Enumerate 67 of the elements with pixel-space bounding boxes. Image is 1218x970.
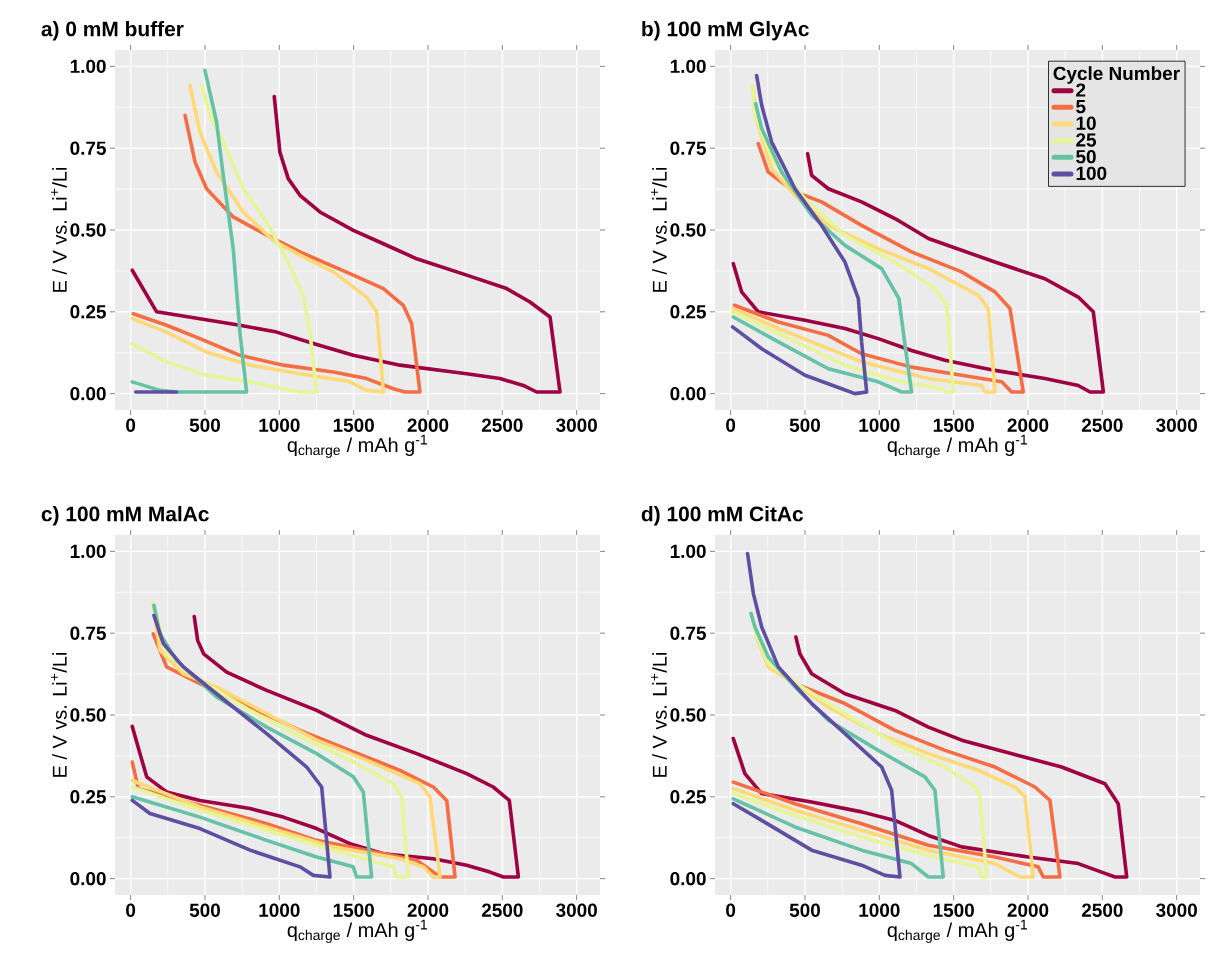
y-tick-label: 0.25 [70,305,106,319]
legend-label: 10 [1076,116,1096,130]
x-tick-label: 2500 [1081,418,1123,432]
x-axis-title: q$_{charge}$ / mAh g$^{-1}$ [887,919,1027,943]
y-tick-label: 0.00 [70,386,106,401]
x-tick-label: 3000 [1156,903,1197,917]
x-tick-label: 500 [189,418,220,432]
legend-label: 2 [1076,83,1086,97]
x-tick-label: 3000 [556,903,597,917]
y-tick-label: 1.00 [70,59,106,74]
x-tick-label: 1500 [333,903,374,917]
x-tick-label: 2500 [481,418,523,432]
x-tick-label: 0 [126,418,136,432]
x-tick-label: 0 [726,418,736,432]
x-tick-label: 2000 [1007,903,1049,917]
x-tick-label: 2500 [481,903,523,917]
y-tick-label: 0.75 [70,141,106,155]
x-tick-label: 3000 [556,418,597,432]
x-tick-label: 1000 [259,418,300,432]
x-tick-label: 2000 [407,418,449,432]
y-tick-label: 1.00 [670,59,706,74]
y-axis-title: E / V vs. Li$^{+}$/Li [51,167,67,292]
y-axis-title: E / V vs. Li$^{+}$/Li [651,167,667,292]
y-tick-label: 0.25 [670,790,706,804]
x-tick-label: 1500 [333,418,374,432]
y-tick-label: 0.50 [70,223,106,237]
legend-label: 5 [1076,100,1086,114]
x-tick-label: 500 [789,903,820,917]
y-axis-title: E / V vs. Li$^{+}$/Li [51,652,67,777]
x-tick-label: 1000 [859,903,900,917]
x-tick-label: 2500 [1081,903,1123,917]
y-tick-label: 0.50 [670,708,706,722]
chart-title: a) 0 mM buffer [41,20,184,41]
x-axis-title: q$_{charge}$ / mAh g$^{-1}$ [887,434,1027,458]
y-tick-label: 0.75 [670,626,706,640]
chart-title: c) 100 mM MalAc [41,506,209,526]
y-tick-label: 0.00 [670,871,706,886]
legend-label: 100 [1076,166,1107,181]
x-axis-title: q$_{charge}$ / mAh g$^{-1}$ [287,919,427,943]
chart-title: b) 100 mM GlyAc [642,20,809,41]
x-tick-label: 2000 [1007,418,1049,432]
x-tick-label: 1500 [933,903,974,917]
y-tick-label: 0.75 [70,626,106,640]
y-tick-label: 0.25 [670,305,706,319]
x-tick-label: 1500 [933,418,974,432]
y-axis-title: E / V vs. Li$^{+}$/Li [651,652,667,777]
y-tick-label: 1.00 [670,544,706,559]
x-tick-label: 0 [126,903,136,917]
y-tick-label: 0.00 [670,386,706,401]
x-tick-label: 1000 [259,903,300,917]
legend-label: 50 [1076,149,1096,164]
y-tick-label: 1.00 [70,544,106,559]
y-tick-label: 0.00 [70,871,106,886]
y-tick-label: 0.75 [670,141,706,155]
x-axis-title: q$_{charge}$ / mAh g$^{-1}$ [287,434,427,458]
x-tick-label: 3000 [1156,418,1197,432]
legend-label: 25 [1076,133,1097,147]
legend-title: Cycle Number [1053,66,1180,84]
x-tick-label: 0 [726,903,736,917]
x-tick-label: 500 [189,903,220,917]
x-tick-label: 1000 [859,418,900,432]
y-tick-label: 0.50 [670,223,706,237]
y-tick-label: 0.25 [70,790,106,804]
x-tick-label: 500 [789,418,820,432]
y-tick-label: 0.50 [70,708,106,722]
x-tick-label: 2000 [407,903,449,917]
chart-title: d) 100 mM CitAc [641,506,804,526]
